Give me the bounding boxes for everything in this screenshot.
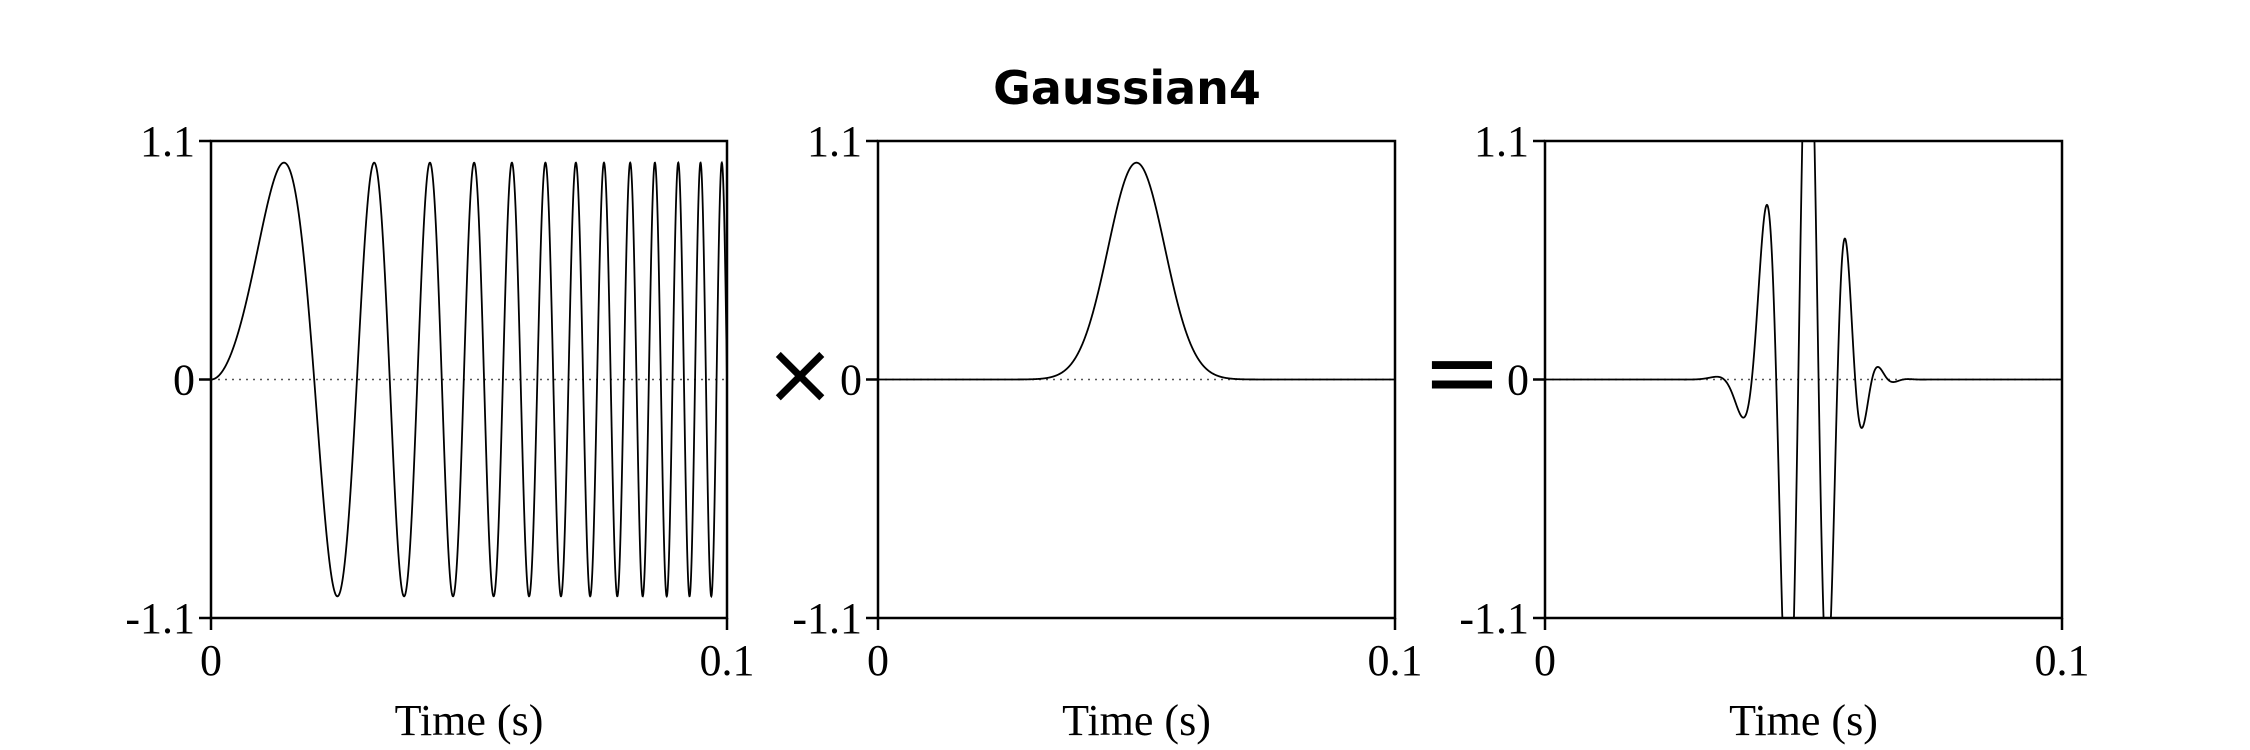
- y-tick-label: -1.1: [125, 594, 195, 643]
- y-tick-label: 1.1: [140, 117, 195, 166]
- x-tick-label: 0: [1534, 636, 1556, 685]
- multiply-operator: ×: [764, 324, 836, 424]
- series-line: [878, 161, 1395, 381]
- x-tick-label: 0.1: [2035, 636, 2090, 685]
- y-tick-label: 0: [1507, 356, 1529, 405]
- x-tick-label: 0.1: [1368, 636, 1423, 685]
- x-axis-label: Time (s): [1062, 696, 1211, 745]
- y-tick-label: 1.1: [807, 117, 862, 166]
- chart-title: Gaussian4: [993, 61, 1261, 115]
- x-axis-label: Time (s): [395, 696, 544, 745]
- y-tick-label: 0: [840, 356, 862, 405]
- y-tick-label: 1.1: [1474, 117, 1529, 166]
- x-tick-label: 0.1: [700, 636, 755, 685]
- y-tick-label: -1.1: [792, 594, 862, 643]
- series-line: [1545, 140, 2062, 619]
- x-tick-label: 0: [867, 636, 889, 685]
- x-tick-label: 0: [200, 636, 222, 685]
- y-tick-label: -1.1: [1459, 594, 1529, 643]
- equals-operator: =: [1422, 316, 1502, 428]
- x-axis-label: Time (s): [1729, 696, 1878, 745]
- y-tick-label: 0: [173, 356, 195, 405]
- series-line: [211, 160, 728, 599]
